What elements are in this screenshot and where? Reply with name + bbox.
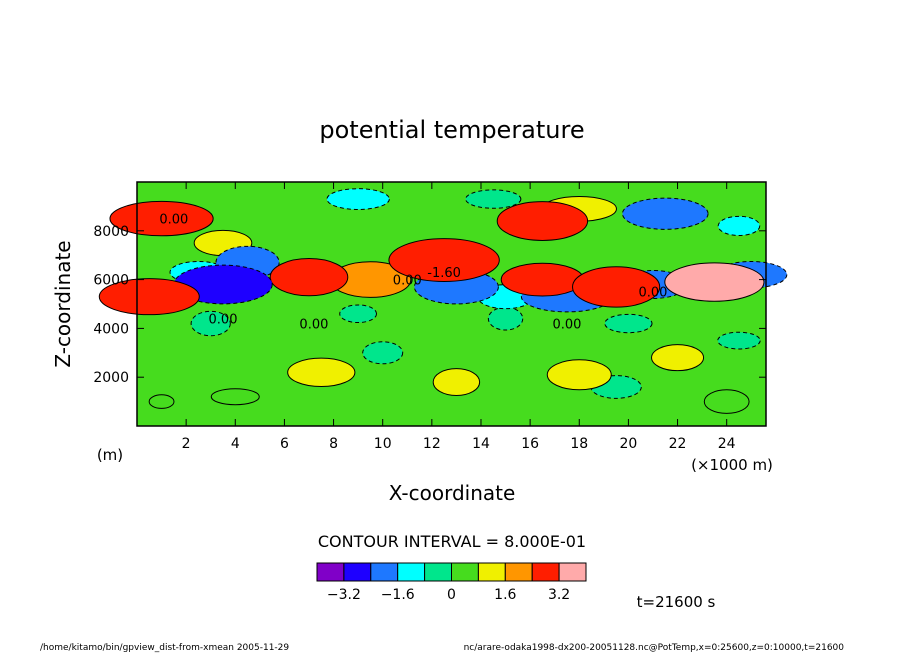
plot-fill-layer xyxy=(98,182,788,426)
x-tick-label: 4 xyxy=(231,436,240,452)
colorbar-tick-label: 1.6 xyxy=(494,587,516,603)
y-axis-label: Z-coordinate xyxy=(51,240,75,367)
contour-region xyxy=(148,394,175,409)
colorbar-swatch xyxy=(477,562,506,582)
x-tick-label: 20 xyxy=(619,436,637,452)
contour-label: -1.60 xyxy=(427,266,461,281)
x-tick-label: 12 xyxy=(423,436,441,452)
time-label: t=21600 s xyxy=(637,593,716,611)
contour-region xyxy=(269,258,349,297)
contour-region xyxy=(487,306,524,331)
contour-label: 0.00 xyxy=(553,317,582,332)
y-tick-label: 4000 xyxy=(93,321,129,337)
colorbar-swatch xyxy=(558,562,587,582)
colorbar-swatch xyxy=(451,562,479,582)
x-axis-label: X-coordinate xyxy=(389,481,516,505)
contour-region xyxy=(98,278,200,316)
x-tick-label: 2 xyxy=(182,436,191,452)
x-tick-label: 16 xyxy=(521,436,539,452)
plot-frame xyxy=(136,181,767,427)
x-tick-label: 22 xyxy=(669,436,687,452)
contour-region xyxy=(703,389,750,414)
contour-region xyxy=(287,357,356,388)
contour-label: 0.00 xyxy=(209,313,238,328)
x-tick-label: 24 xyxy=(718,436,736,452)
contour-region xyxy=(621,197,709,230)
contour-interval-text: CONTOUR INTERVAL = 8.000E-01 xyxy=(318,532,586,551)
colorbar xyxy=(316,562,587,582)
contour-region xyxy=(604,313,653,334)
colorbar-swatch xyxy=(424,562,453,582)
y-tick-label: 6000 xyxy=(93,273,129,289)
y-tick-label: 2000 xyxy=(93,370,129,386)
colorbar-tick-label: 0 xyxy=(447,587,456,603)
contour-region xyxy=(717,215,761,237)
x-tick-label: 18 xyxy=(570,436,588,452)
contour-region xyxy=(572,266,661,308)
y-axis: 2000 4000 6000 8000 xyxy=(93,224,766,386)
colorbar-swatch xyxy=(531,562,560,582)
contour-region xyxy=(362,341,404,365)
contour-region xyxy=(465,189,522,209)
contour-label: 0.00 xyxy=(299,317,328,332)
footer-right: nc/arare-odaka1998-dx200-20051128.nc@Pot… xyxy=(464,643,845,653)
contour-label: 0.00 xyxy=(393,273,422,288)
contour-region xyxy=(717,331,761,350)
y-tick-label: 8000 xyxy=(93,224,129,240)
contour-region xyxy=(500,262,585,297)
contour-region xyxy=(326,188,390,210)
contour-label-layer: 0.00 -1.60 0.00 0.00 0.00 0.00 0.00 xyxy=(159,212,667,332)
x-tick-label: 6 xyxy=(280,436,289,452)
colorbar-swatch xyxy=(504,562,533,582)
contour-region xyxy=(339,304,378,324)
x-tick-label: 14 xyxy=(472,436,490,452)
x-unit-label: (m) xyxy=(97,446,123,464)
contour-region xyxy=(546,359,612,391)
contour-region xyxy=(496,201,589,241)
contour-label: 0.00 xyxy=(159,212,188,227)
x-scale-label: (×1000 m) xyxy=(691,456,773,474)
contour-region xyxy=(109,200,214,237)
contour-region xyxy=(651,344,705,372)
colorbar-swatch xyxy=(397,562,426,582)
contour-region xyxy=(210,388,260,406)
colorbar-tick-label: −1.6 xyxy=(381,587,415,603)
contour-region xyxy=(388,238,500,282)
colorbar-swatch xyxy=(370,562,399,582)
contour-region xyxy=(432,368,481,396)
footer-left: /home/kitamo/bin/gpview_dist-from-xmean … xyxy=(40,643,289,653)
x-tick-label: 10 xyxy=(374,436,392,452)
colorbar-tick-label: 3.2 xyxy=(548,587,570,603)
x-tick-label: 8 xyxy=(329,436,338,452)
colorbar-swatch xyxy=(343,562,372,582)
chart-title: potential temperature xyxy=(319,116,584,144)
colorbar-labels: −3.2 −1.6 0 1.6 3.2 xyxy=(327,587,570,603)
x-axis: 2 4 6 8 10 12 14 16 18 20 22 24 xyxy=(182,182,736,452)
colorbar-swatch xyxy=(316,562,345,582)
contour-region xyxy=(190,310,231,337)
colorbar-tick-label: −3.2 xyxy=(327,587,361,603)
contour-label: 0.00 xyxy=(639,286,668,301)
contour-region xyxy=(664,262,765,302)
